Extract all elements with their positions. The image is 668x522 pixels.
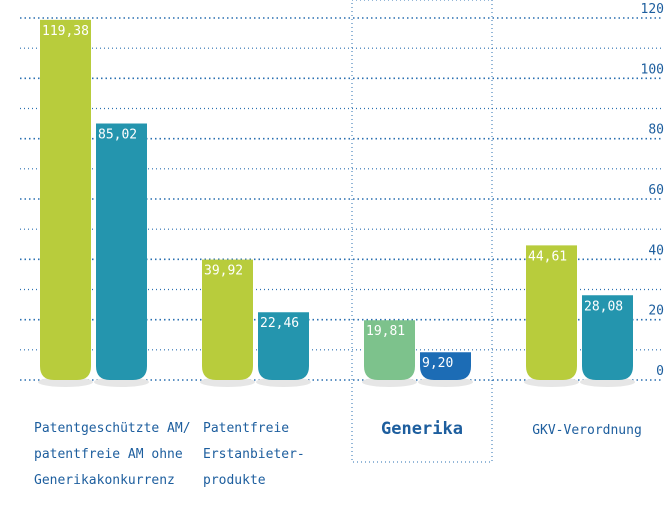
bar <box>526 245 577 380</box>
value-label: 9,20 <box>422 356 453 371</box>
value-label: 44,61 <box>528 249 567 264</box>
x-tick-label: GKV-Verordnung <box>532 423 642 438</box>
value-label: 39,92 <box>204 264 243 279</box>
x-tick-label: Generika <box>381 419 463 439</box>
y-tick-label: 40 <box>648 243 664 258</box>
y-tick-label: 60 <box>648 183 664 198</box>
x-tick-label: Generikakonkurrenz <box>34 473 175 488</box>
bar <box>258 312 309 380</box>
value-label: 19,81 <box>366 324 405 339</box>
value-label: 28,08 <box>584 299 623 314</box>
bar <box>40 19 91 381</box>
bar <box>202 259 253 380</box>
value-label: 85,02 <box>98 128 137 143</box>
bar <box>582 295 633 380</box>
y-tick-label: 20 <box>648 304 664 319</box>
x-tick-label: Patentfreie <box>203 421 289 436</box>
bar <box>96 123 147 380</box>
highlight-box <box>351 0 493 463</box>
bar <box>364 320 415 380</box>
x-tick-label: Patentgeschützte AM/ <box>34 421 191 436</box>
y-tick-label: 100 <box>641 62 664 77</box>
value-label: 22,46 <box>260 316 299 331</box>
y-tick-label: 120 <box>641 2 664 17</box>
x-tick-label: produkte <box>203 473 266 488</box>
x-tick-label: Erstanbieter- <box>203 447 305 462</box>
y-tick-label: 0 <box>656 364 664 379</box>
bar <box>420 352 471 380</box>
value-label: 119,38 <box>42 24 89 39</box>
x-tick-label: patentfreie AM ohne <box>34 447 183 462</box>
y-tick-label: 80 <box>648 123 664 138</box>
